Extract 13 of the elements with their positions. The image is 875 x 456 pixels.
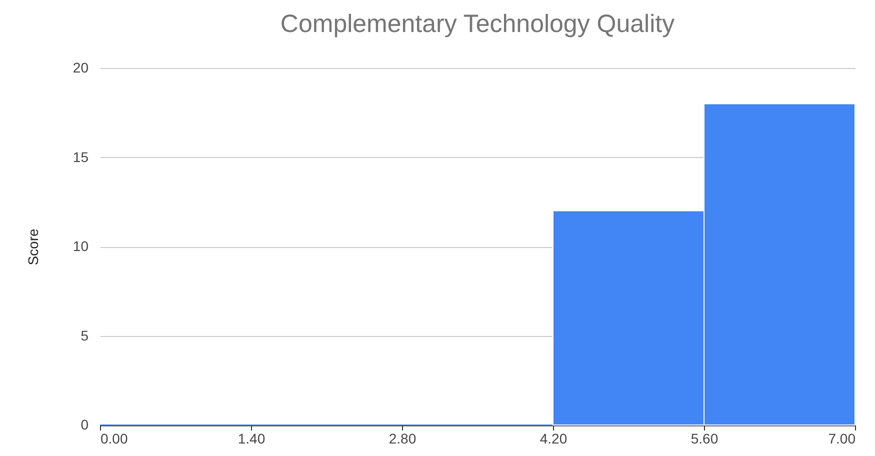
x-tick-label: 1.40 — [238, 430, 266, 446]
x-tick-label: 2.80 — [388, 430, 416, 446]
y-axis-title: Score — [24, 228, 41, 266]
x-tick-label: 0.00 — [100, 430, 128, 446]
y-tick-label: 0 — [80, 416, 89, 432]
chart-title: Complementary Technology Quality — [280, 10, 676, 38]
x-tick-label: 4.20 — [540, 430, 568, 446]
y-tick-label: 5 — [80, 327, 89, 344]
y-tick-label: 10 — [72, 238, 89, 254]
y-tick-label: 20 — [72, 60, 89, 76]
x-tick-label: 5.60 — [690, 430, 718, 446]
x-tick-label: 7.00 — [828, 430, 856, 446]
y-tick-label: 15 — [72, 148, 89, 165]
